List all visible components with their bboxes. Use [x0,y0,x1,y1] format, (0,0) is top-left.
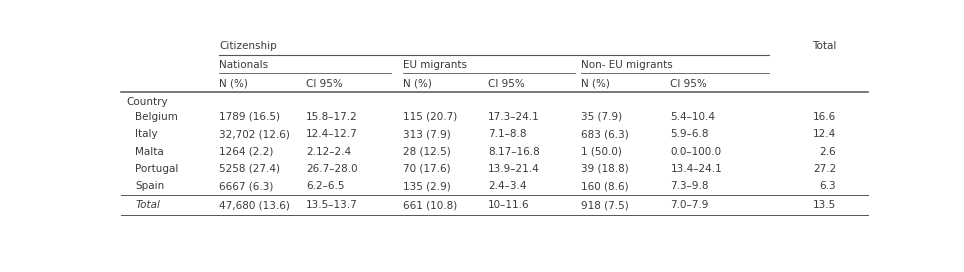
Text: 12.4: 12.4 [813,129,836,139]
Text: CI 95%: CI 95% [670,79,708,89]
Text: 39 (18.8): 39 (18.8) [580,164,629,174]
Text: 5258 (27.4): 5258 (27.4) [219,164,281,174]
Text: N (%): N (%) [580,79,609,89]
Text: Italy: Italy [135,129,158,139]
Text: 7.3–9.8: 7.3–9.8 [670,181,709,191]
Text: CI 95%: CI 95% [306,79,342,89]
Text: 26.7–28.0: 26.7–28.0 [306,164,358,174]
Text: 28 (12.5): 28 (12.5) [403,147,450,157]
Text: 13.5–13.7: 13.5–13.7 [306,200,358,211]
Text: 160 (8.6): 160 (8.6) [580,181,629,191]
Text: Non- EU migrants: Non- EU migrants [580,60,673,70]
Text: 5.4–10.4: 5.4–10.4 [670,112,715,122]
Text: Country: Country [126,97,168,107]
Text: 15.8–17.2: 15.8–17.2 [306,112,358,122]
Text: 2.12–2.4: 2.12–2.4 [306,147,351,157]
Text: 32,702 (12.6): 32,702 (12.6) [219,129,290,139]
Text: Malta: Malta [135,147,164,157]
Text: 47,680 (13.6): 47,680 (13.6) [219,200,290,211]
Text: 0.0–100.0: 0.0–100.0 [670,147,721,157]
Text: 313 (7.9): 313 (7.9) [403,129,450,139]
Text: Citizenship: Citizenship [219,41,277,51]
Text: 661 (10.8): 661 (10.8) [403,200,457,211]
Text: 7.0–7.9: 7.0–7.9 [670,200,709,211]
Text: 115 (20.7): 115 (20.7) [403,112,457,122]
Text: Total: Total [812,41,836,51]
Text: 6.2–6.5: 6.2–6.5 [306,181,344,191]
Text: 7.1–8.8: 7.1–8.8 [488,129,526,139]
Text: 1 (50.0): 1 (50.0) [580,147,622,157]
Text: Belgium: Belgium [135,112,178,122]
Text: N (%): N (%) [403,79,432,89]
Text: 2.4–3.4: 2.4–3.4 [488,181,526,191]
Text: Total: Total [135,200,160,211]
Text: 918 (7.5): 918 (7.5) [580,200,629,211]
Text: Spain: Spain [135,181,165,191]
Text: 5.9–6.8: 5.9–6.8 [670,129,709,139]
Text: 10–11.6: 10–11.6 [488,200,529,211]
Text: 2.6: 2.6 [819,147,836,157]
Text: 1264 (2.2): 1264 (2.2) [219,147,274,157]
Text: 16.6: 16.6 [813,112,836,122]
Text: EU migrants: EU migrants [403,60,467,70]
Text: Nationals: Nationals [219,60,268,70]
Text: Portugal: Portugal [135,164,178,174]
Text: 70 (17.6): 70 (17.6) [403,164,450,174]
Text: 135 (2.9): 135 (2.9) [403,181,450,191]
Text: 12.4–12.7: 12.4–12.7 [306,129,358,139]
Text: 6.3: 6.3 [819,181,836,191]
Text: 13.9–21.4: 13.9–21.4 [488,164,540,174]
Text: CI 95%: CI 95% [488,79,524,89]
Text: 6667 (6.3): 6667 (6.3) [219,181,274,191]
Text: 27.2: 27.2 [813,164,836,174]
Text: 13.4–24.1: 13.4–24.1 [670,164,722,174]
Text: 1789 (16.5): 1789 (16.5) [219,112,281,122]
Text: 8.17–16.8: 8.17–16.8 [488,147,540,157]
Text: 683 (6.3): 683 (6.3) [580,129,629,139]
Text: 13.5: 13.5 [813,200,836,211]
Text: 35 (7.9): 35 (7.9) [580,112,622,122]
Text: 17.3–24.1: 17.3–24.1 [488,112,540,122]
Text: N (%): N (%) [219,79,248,89]
